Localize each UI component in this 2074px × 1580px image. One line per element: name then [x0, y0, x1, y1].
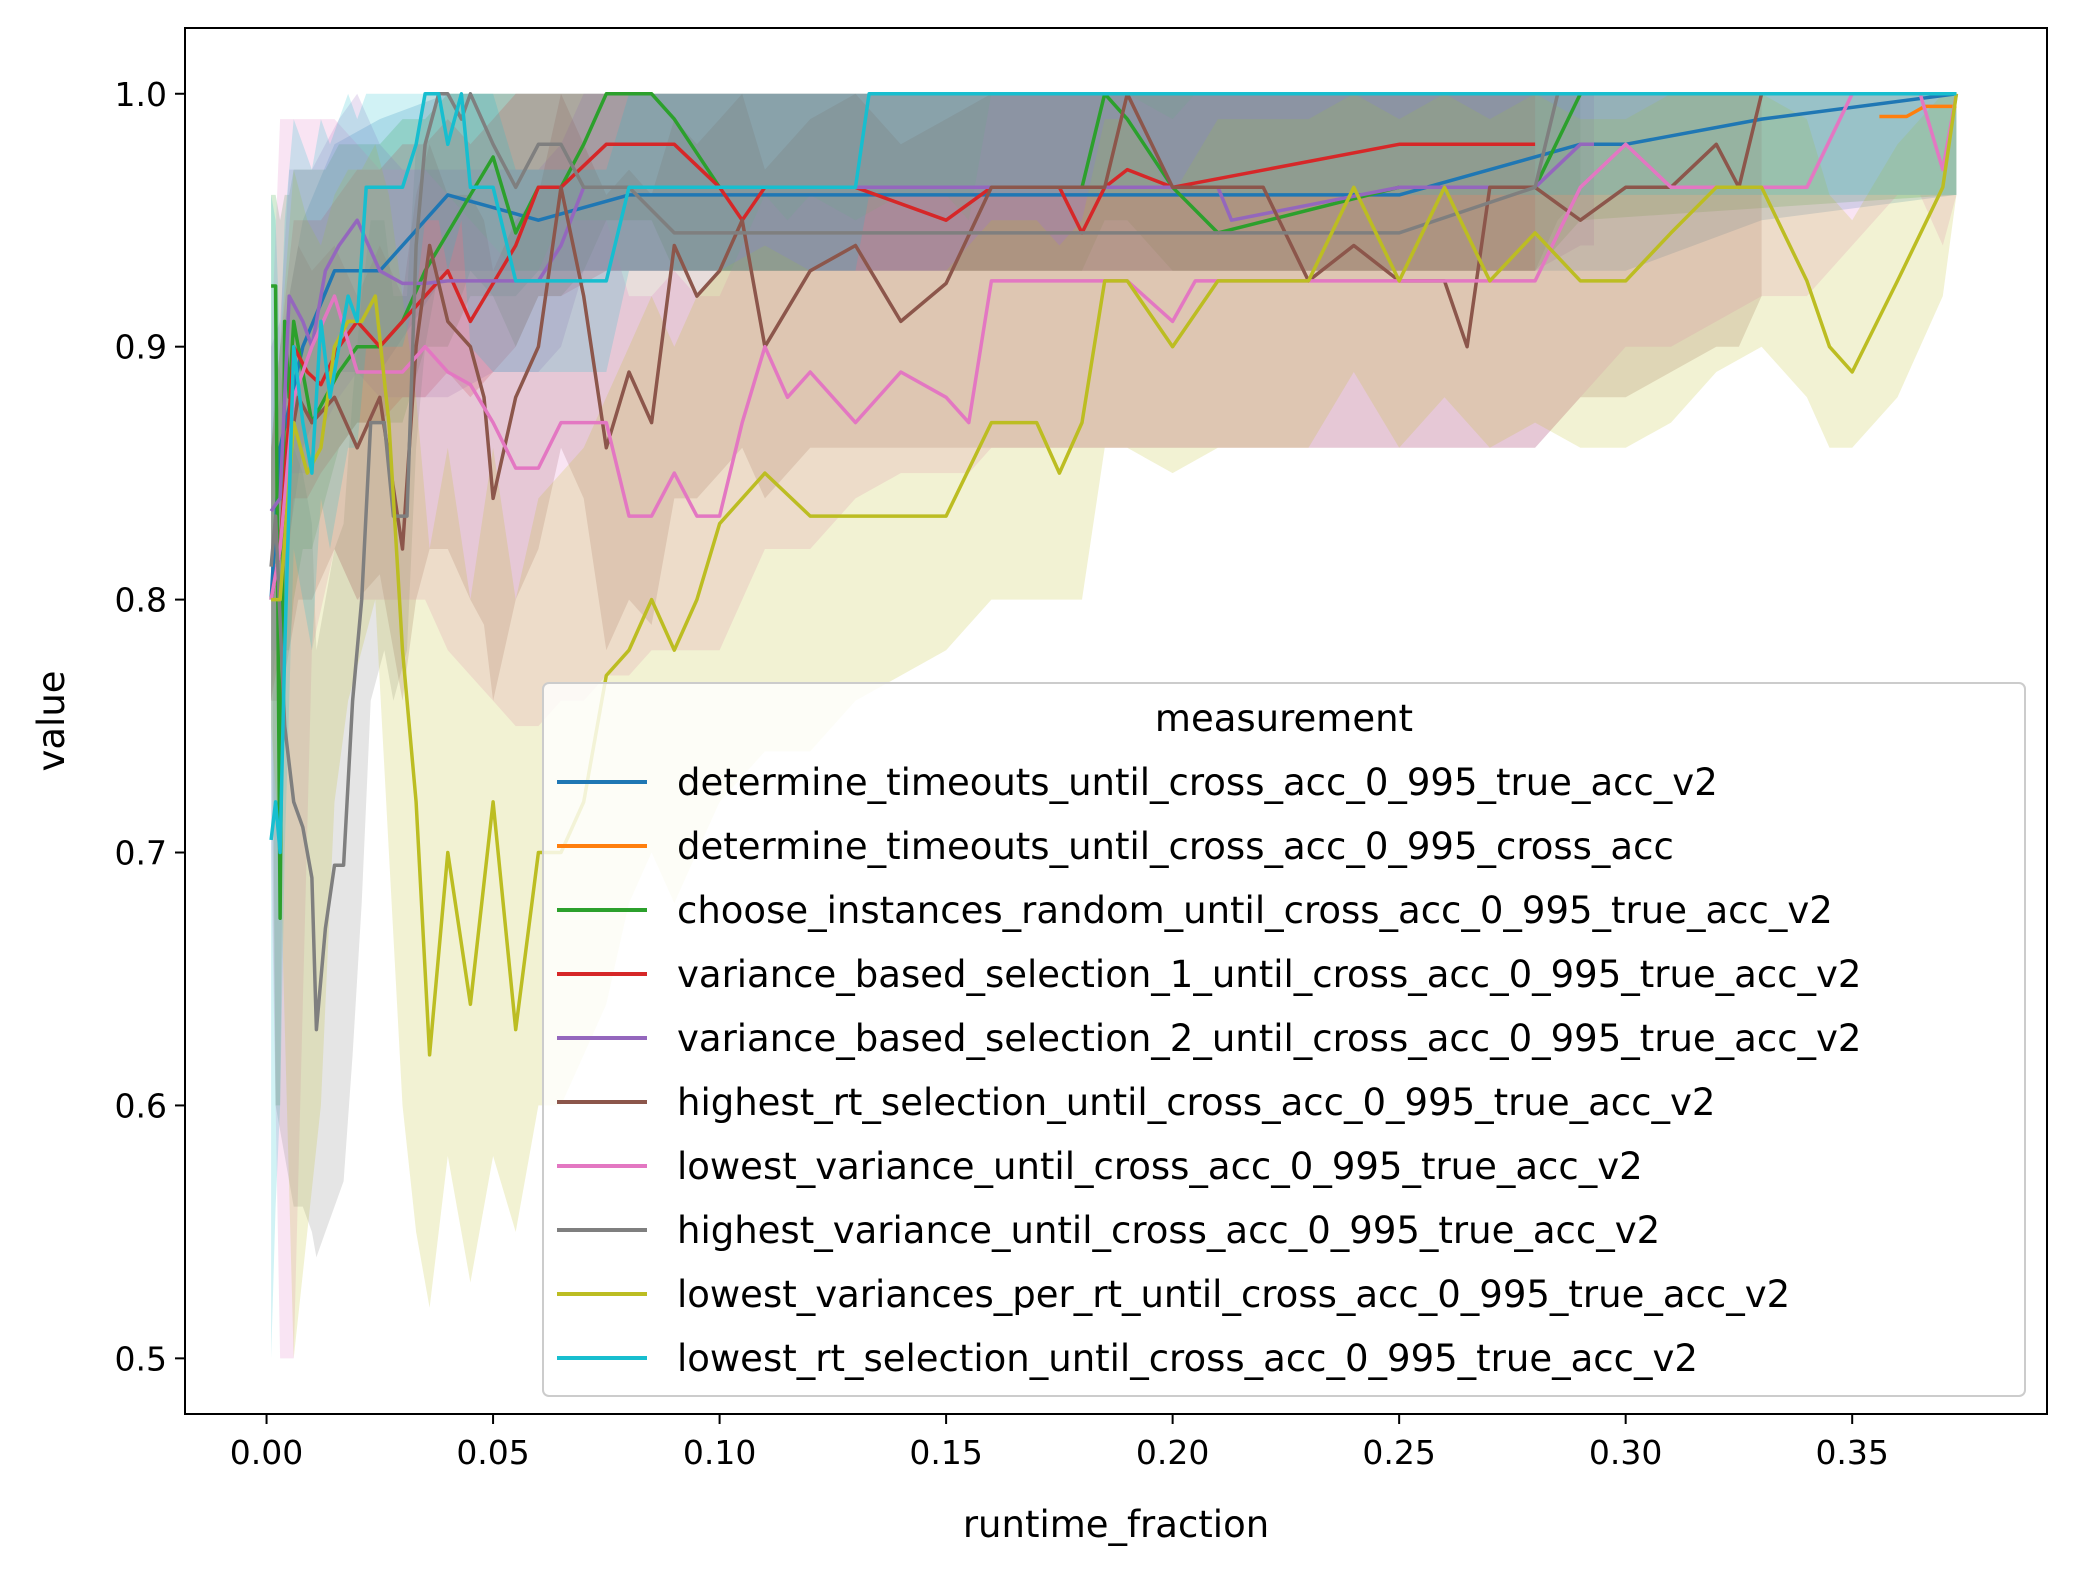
- x-axis-label: runtime_fraction: [963, 1503, 1269, 1546]
- x-tick-label: 0.10: [683, 1433, 756, 1472]
- series-line-2: [1879, 104, 1957, 119]
- series-band-9: [271, 93, 1957, 1359]
- legend-label-9: lowest_variances_per_rt_until_cross_acc_…: [677, 1273, 1790, 1316]
- legend-label-10: lowest_rt_selection_until_cross_acc_0_99…: [677, 1337, 1698, 1380]
- legend-label-2: determine_timeouts_until_cross_acc_0_995…: [677, 825, 1674, 868]
- legend-title: measurement: [1155, 697, 1413, 740]
- y-axis-label: value: [30, 670, 73, 771]
- y-tick-label: 1.0: [115, 75, 167, 114]
- y-tick-label: 0.5: [115, 1339, 167, 1378]
- series-line-1: [269, 92, 1957, 600]
- legend-entries: determine_timeouts_until_cross_acc_0_995…: [557, 761, 1861, 1380]
- legend-label-8: highest_variance_until_cross_acc_0_995_t…: [677, 1209, 1660, 1252]
- legend-label-7: lowest_variance_until_cross_acc_0_995_tr…: [677, 1145, 1643, 1188]
- x-tick-label: 0.30: [1589, 1433, 1662, 1472]
- x-tick-label: 0.35: [1815, 1433, 1888, 1472]
- y-tick-label: 0.9: [115, 328, 167, 367]
- legend: measurement determine_timeouts_until_cro…: [542, 682, 2026, 1397]
- legend-box: [542, 682, 2026, 1397]
- y-tick-label: 0.6: [115, 1086, 167, 1125]
- x-axis-ticks: 0.00 0.05 0.10 0.15 0.20 0.25 0.30 0.35: [230, 1414, 1889, 1472]
- y-tick-label: 0.7: [115, 834, 167, 873]
- x-tick-label: 0.25: [1362, 1433, 1435, 1472]
- y-tick-label: 0.8: [115, 581, 167, 620]
- legend-label-5: variance_based_selection_2_until_cross_a…: [677, 1017, 1861, 1060]
- series-band-6: [271, 93, 1762, 701]
- legend-label-6: highest_rt_selection_until_cross_acc_0_9…: [677, 1081, 1715, 1124]
- series-lines: [269, 92, 1959, 1057]
- legend-label-3: choose_instances_random_until_cross_acc_…: [677, 889, 1833, 932]
- x-tick-label: 0.15: [909, 1433, 982, 1472]
- series-band-10: [271, 93, 1957, 1359]
- x-tick-label: 0.00: [230, 1433, 303, 1472]
- series-band-4: [271, 93, 1536, 701]
- x-tick-label: 0.05: [456, 1433, 529, 1472]
- plot-frame: [184, 27, 2048, 1415]
- series-line-10: [269, 92, 1957, 855]
- legend-label-4: variance_based_selection_1_until_cross_a…: [677, 953, 1861, 996]
- legend-label-1: determine_timeouts_until_cross_acc_0_995…: [677, 761, 1718, 804]
- y-axis-ticks: 0.5 0.6 0.7 0.8 0.9 1.0: [115, 75, 185, 1378]
- series-line-7: [269, 92, 1959, 600]
- series-band-8: [271, 93, 1581, 1258]
- series-band-1: [271, 93, 1957, 701]
- series-line-9: [271, 93, 1959, 1057]
- series-band-3: [271, 93, 1957, 1106]
- x-tick-label: 0.20: [1136, 1433, 1209, 1472]
- series-band-7: [271, 93, 1957, 1359]
